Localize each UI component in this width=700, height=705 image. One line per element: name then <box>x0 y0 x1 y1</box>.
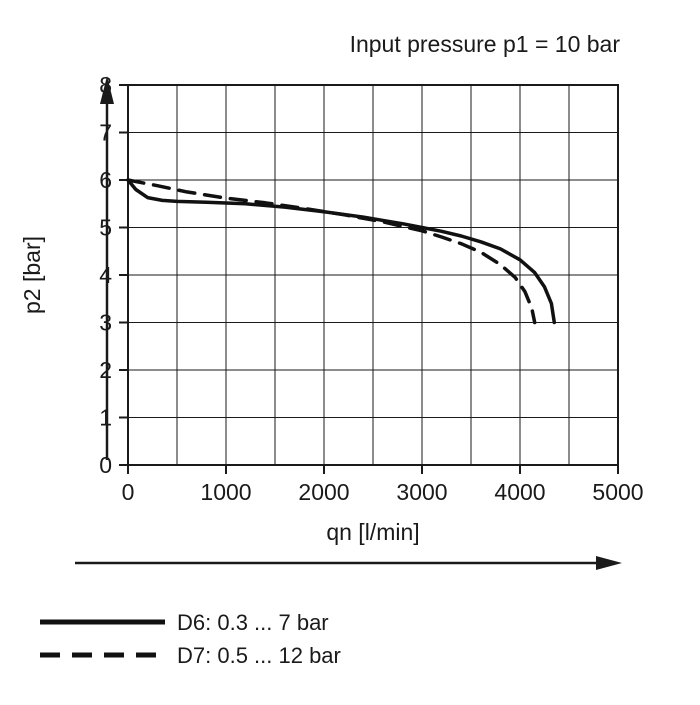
y-tick-labels: 012345678 <box>99 72 112 478</box>
chart-title: Input pressure p1 = 10 bar <box>350 31 621 57</box>
y-tick-label: 4 <box>99 262 112 288</box>
x-tick-label: 1000 <box>200 479 251 505</box>
y-tick-label: 7 <box>99 120 112 146</box>
y-tick-label: 3 <box>99 310 112 336</box>
legend-label-d6: D6: 0.3 ... 7 bar <box>177 610 329 635</box>
x-axis-label: qn [l/min] <box>326 519 419 545</box>
y-tick-label: 2 <box>99 357 112 383</box>
x-axis-arrowhead-icon <box>596 556 622 570</box>
grid <box>128 85 618 465</box>
y-tick-label: 0 <box>99 452 112 478</box>
y-axis-arrowhead-icon <box>100 76 114 104</box>
x-tick-label: 5000 <box>592 479 643 505</box>
x-tick-label: 2000 <box>298 479 349 505</box>
x-tick-label: 3000 <box>396 479 447 505</box>
axis-ticks <box>119 84 619 474</box>
y-tick-label: 6 <box>99 167 112 193</box>
x-tick-labels: 0 1000 2000 3000 4000 5000 <box>122 479 644 505</box>
series-curves <box>126 178 557 325</box>
y-tick-label: 5 <box>99 215 112 241</box>
curve-d7 <box>126 178 537 325</box>
y-tick-label: 1 <box>99 405 112 431</box>
legend-label-d7: D7: 0.5 ... 12 bar <box>177 643 341 668</box>
x-tick-label: 4000 <box>494 479 545 505</box>
x-tick-label: 0 <box>122 479 135 505</box>
legend: D6: 0.3 ... 7 bar D7: 0.5 ... 12 bar <box>40 610 341 668</box>
curve-d6 <box>126 178 557 325</box>
y-axis-label: p2 [bar] <box>19 236 45 314</box>
x-axis-arrow <box>75 556 622 570</box>
y-axis-arrow <box>100 76 114 460</box>
